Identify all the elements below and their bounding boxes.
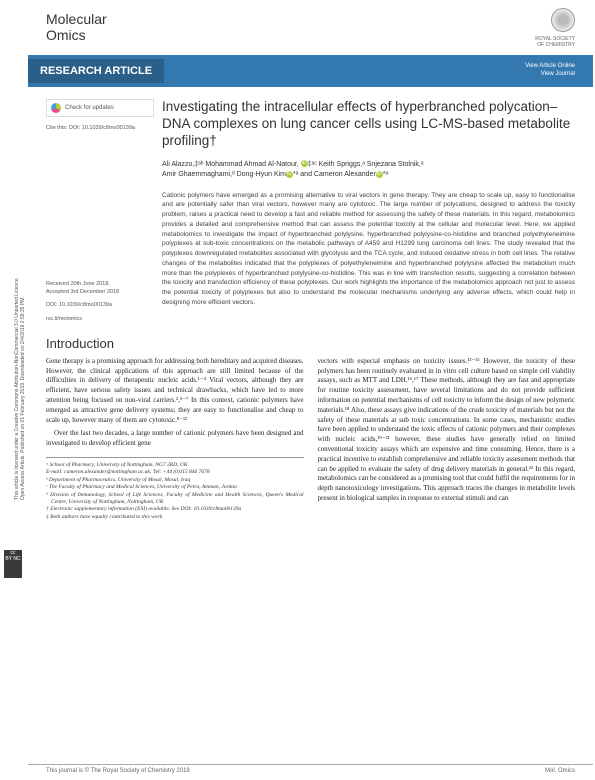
check-updates-label: Check for updates	[65, 105, 114, 111]
intro-p3: vectors with especial emphasis on toxici…	[318, 357, 576, 504]
journal-title: Molecular Omics	[46, 12, 107, 43]
affil-esi: † Electronic supplementary information (…	[46, 506, 304, 513]
two-column-text: Gene therapy is a promising approach for…	[46, 357, 575, 522]
left-metadata-column: Check for updates Cite this: DOI: 10.103…	[46, 99, 154, 324]
cc-badge-icon: ccBY NC	[4, 550, 22, 578]
journal-title-line1: Molecular	[46, 11, 107, 27]
authors-part1b: ‡ᵃᶜ Keith Spriggs,ᵃ Snjezana Stolnik,ᵃ	[308, 161, 424, 168]
access-text: Open Access Article. Published on 01 Feb…	[20, 296, 26, 500]
doi: DOI: 10.1039/c8mo00139a	[46, 302, 154, 310]
article-body: Introduction Gene therapy is a promising…	[28, 332, 593, 526]
crossmark-icon	[51, 103, 61, 113]
intro-p2: Over the last two decades, a large numbe…	[46, 429, 304, 449]
abstract-text: Cationic polymers have emerged as a prom…	[162, 191, 575, 308]
journal-title-line2: Omics	[46, 27, 86, 43]
rsc-circle-icon	[551, 8, 575, 32]
affil-d: ᵈ Division of Immunology, School of Life…	[46, 492, 304, 507]
access-sidebar: This article is licensed under a Creativ…	[0, 100, 28, 500]
publisher-logo: ROYAL SOCIETY OF CHEMISTRY	[535, 8, 575, 48]
rsc-short-link[interactable]: rsc.li/molomics	[46, 316, 154, 324]
orcid-icon[interactable]: iD	[301, 160, 308, 167]
check-updates-button[interactable]: Check for updates	[46, 99, 154, 117]
article-type-bar: RESEARCH ARTICLE View Article Online Vie…	[28, 55, 593, 87]
publisher-line2: OF CHEMISTRY	[537, 42, 575, 48]
article-header-column: Investigating the intracellular effects …	[154, 99, 575, 324]
accepted-date: Accepted 3rd December 2018	[46, 289, 154, 297]
view-article-online-link[interactable]: View Article Online	[525, 63, 575, 71]
orcid-icon[interactable]: iD	[286, 171, 293, 178]
orcid-icon[interactable]: iD	[376, 171, 383, 178]
footer-copyright: This journal is © The Royal Society of C…	[46, 768, 190, 774]
article-type-label: RESEARCH ARTICLE	[28, 59, 164, 83]
article-title: Investigating the intracellular effects …	[162, 99, 575, 150]
received-date: Received 20th June 2018,	[46, 281, 154, 289]
affil-email: E-mail: cameron.alexander@nottingham.ac.…	[46, 469, 304, 476]
authors-part1: Ali Alazzo,‡ᵃᵇ Mohammad Ahmad Al-Natour,	[162, 161, 301, 168]
affil-c: ᶜ The Faculty of Pharmacy and Medical Sc…	[46, 484, 304, 491]
cite-this: Cite this: DOI: 10.1039/c8mo00139a	[46, 125, 154, 131]
affil-equal: ‡ Both authors have equally contributed …	[46, 514, 304, 521]
page-footer: This journal is © The Royal Society of C…	[28, 764, 593, 774]
introduction-heading: Introduction	[46, 336, 575, 351]
authors-part2c: *ᵃ	[383, 171, 388, 178]
view-links: View Article Online View Journal	[525, 63, 575, 79]
page-header: Molecular Omics ROYAL SOCIETY OF CHEMIST…	[28, 0, 593, 55]
authors-list: Ali Alazzo,‡ᵃᵇ Mohammad Ahmad Al-Natour,…	[162, 160, 575, 181]
affiliations-block: ᵃ School of Pharmacy, University of Nott…	[46, 457, 304, 521]
authors-part2b: *ᵃ and Cameron Alexander	[293, 171, 376, 178]
footer-journal: Mol. Omics	[545, 768, 575, 774]
authors-part2: Amir Ghaemmaghami,ᵈ Dong-Hyun Kim	[162, 171, 286, 178]
intro-p1: Gene therapy is a promising approach for…	[46, 357, 304, 426]
view-journal-link[interactable]: View Journal	[525, 71, 575, 79]
